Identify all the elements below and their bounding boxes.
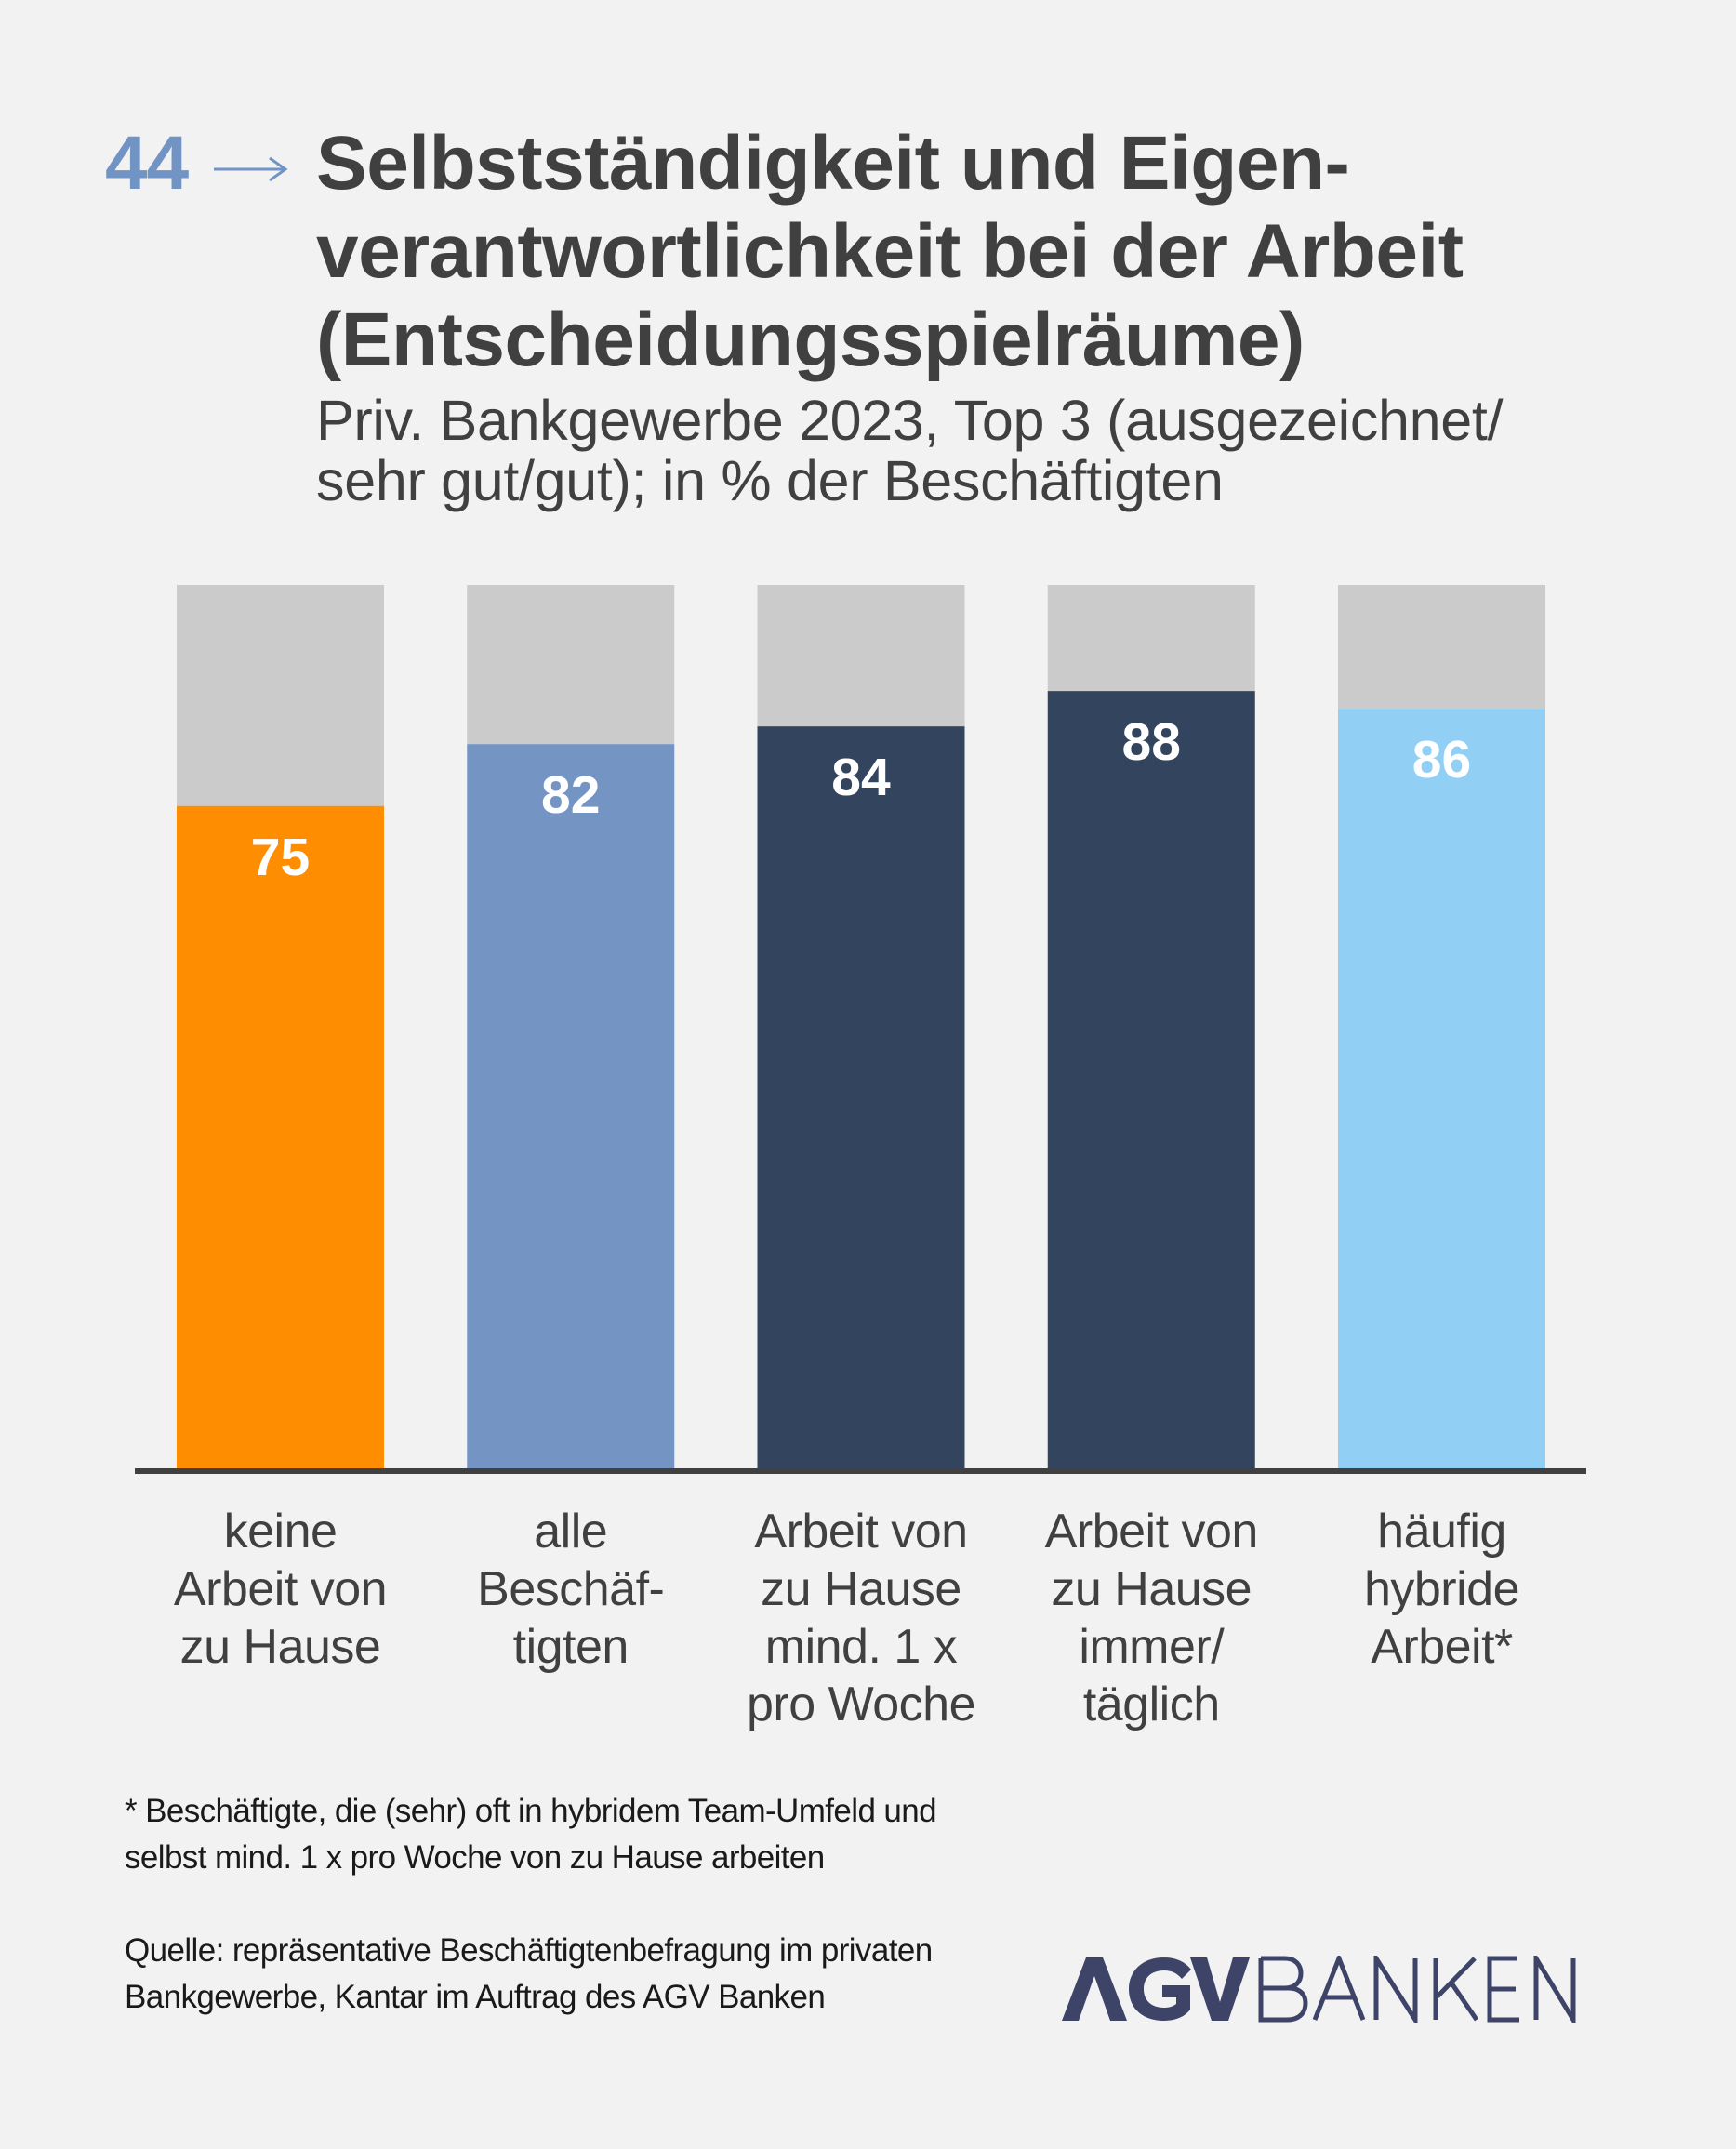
x-tick-label-line: Arbeit von <box>173 1562 388 1616</box>
x-tick-label-line: häufig <box>1377 1505 1506 1559</box>
x-tick-label-line: keine <box>223 1505 338 1559</box>
bar-remainder <box>177 585 384 806</box>
x-tick-label-line: tigten <box>512 1620 629 1674</box>
x-tick-label: keine Arbeit von zu Hause <box>141 1503 420 1676</box>
source-line: Quelle: repräsentative Beschäftigtenbefr… <box>125 1932 933 1969</box>
x-tick-label: Arbeit von zu Hause immer/täglich <box>1012 1503 1291 1733</box>
x-tick-label-line: zu Hause <box>1051 1562 1252 1616</box>
data-label: 88 <box>1122 712 1181 772</box>
source-note: Quelle: repräsentative Beschäftigtenbefr… <box>125 1928 1054 2021</box>
x-tick-label-line: täglich <box>1082 1678 1220 1731</box>
bar-remainder <box>467 585 675 745</box>
x-tick-label: Arbeit von zu Hause mind. 1 x pro Woche <box>722 1503 1001 1733</box>
x-tick-label-line: mind. 1 x <box>764 1620 958 1674</box>
bar-chart: 75 82 84 88 86 <box>135 585 1586 1474</box>
bar <box>1047 691 1255 1469</box>
chart-subtitle: Priv. Bankgewerbe 2023, Top 3 (ausgezeic… <box>316 391 1692 511</box>
bar-remainder <box>1338 585 1545 710</box>
x-tick-label-line: Arbeit* <box>1371 1620 1513 1674</box>
bar <box>467 744 675 1469</box>
footnote-line: * Beschäftigte, die (sehr) oft in hybrid… <box>125 1793 937 1829</box>
x-tick-label-line: alle <box>534 1505 608 1559</box>
x-axis-line <box>135 1468 1586 1474</box>
data-label: 84 <box>831 748 891 807</box>
bar <box>1338 709 1545 1469</box>
x-tick-label-line: Arbeit von <box>754 1505 968 1559</box>
chart-subtitle-line: Priv. Bankgewerbe 2023, Top 3 (ausgezeic… <box>316 389 1504 452</box>
footnote-line: selbst mind. 1 x pro Woche von zu Hause … <box>125 1839 825 1876</box>
chart-title-line: Selbstständigkeit und Eigen- <box>316 121 1350 206</box>
bar <box>177 805 384 1469</box>
chart-title: Selbstständigkeit und Eigen- verantwortl… <box>316 119 1692 384</box>
bar-remainder <box>1047 585 1255 692</box>
chart-title-line: verantwortlichkeit bei der Arbeit <box>316 209 1464 294</box>
logo-banken <box>1258 1956 1576 2023</box>
x-tick-label: alle Beschäf-tigten <box>431 1503 710 1676</box>
figure-number: 44 <box>105 121 189 206</box>
x-tick-label-line: immer/ <box>1079 1620 1225 1674</box>
data-label: 82 <box>541 765 600 825</box>
x-tick-label-line: zu Hause <box>761 1562 961 1616</box>
chart-title-line: (Entscheidungsspielräume) <box>316 298 1305 382</box>
agv-banken-logo <box>1062 1956 1576 2023</box>
x-tick-label-line: Arbeit von <box>1044 1505 1259 1559</box>
chart-subtitle-line: sehr gut/gut); in % der Beschäftigten <box>316 449 1224 512</box>
x-tick-label-line: pro Woche <box>746 1678 976 1731</box>
x-tick-label-line: Beschäf- <box>477 1562 665 1616</box>
arrow-right-icon <box>214 156 288 182</box>
logo-agv <box>1062 1957 1250 2021</box>
data-label: 86 <box>1412 730 1471 789</box>
x-tick-label-line: zu Hause <box>179 1620 381 1674</box>
bar-remainder <box>757 585 965 727</box>
footnote: * Beschäftigte, die (sehr) oft in hybrid… <box>125 1788 1054 1881</box>
x-tick-label-line: hybride <box>1363 1562 1520 1616</box>
source-line: Bankgewerbe, Kantar im Auftrag des AGV B… <box>125 1979 826 2015</box>
x-tick-label: häufig hybride Arbeit* <box>1303 1503 1582 1676</box>
bar <box>757 726 965 1469</box>
data-label: 75 <box>251 828 310 887</box>
